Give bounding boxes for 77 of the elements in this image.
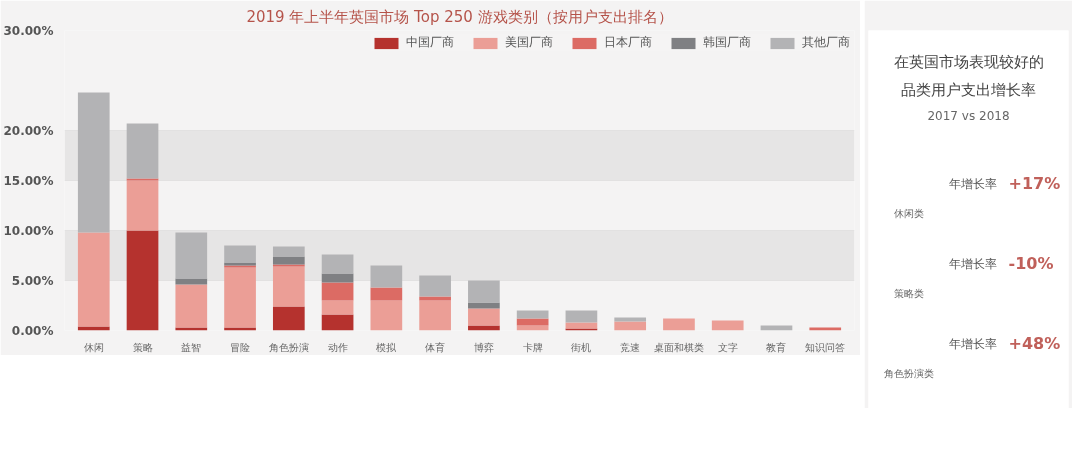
bar: [614, 321, 647, 331]
bar: [272, 264, 305, 267]
text: +17%: [1008, 173, 1061, 193]
bar: [77, 92, 110, 233]
bar: [321, 254, 354, 274]
bar: [516, 310, 549, 319]
bar: [419, 275, 451, 297]
bar: [468, 308, 500, 326]
text: 年增长率: [948, 336, 997, 351]
bar: [175, 284, 208, 328]
x-tick-label: 角色扮演: [268, 341, 309, 353]
bar: [224, 267, 256, 328]
text: 年增长率: [948, 176, 997, 191]
x-tick-label: 益智: [181, 341, 202, 353]
bar: [272, 256, 305, 265]
text: 角色扮演类: [883, 367, 934, 379]
chart-title: 2019 年上半年英国市场 Top 250 游戏类别（按用户支出排名）: [246, 7, 673, 26]
x-tick-label: 模拟: [376, 341, 398, 353]
legend-label: 日本厂商: [604, 34, 652, 51]
bar: [614, 317, 647, 322]
bar: [419, 296, 451, 301]
bar: [272, 246, 305, 257]
legend-label: 中国厂商: [406, 34, 454, 51]
bar: [565, 310, 598, 323]
text: 休闲类: [893, 207, 924, 219]
bar: [321, 282, 354, 301]
bar: [126, 180, 159, 231]
bar: [126, 230, 159, 331]
bar: [175, 278, 208, 285]
x-tick-label: 休闲: [83, 341, 104, 353]
x-tick-label: 竞速: [620, 341, 641, 353]
legend-label: 韩国厂商: [703, 34, 751, 51]
bar: [272, 306, 305, 331]
text: 年增长率: [948, 256, 997, 271]
x-tick-label: 教育: [766, 341, 787, 353]
bar: [419, 300, 451, 331]
x-tick-label: 冒险: [230, 341, 251, 353]
y-tick-label: 20.00%: [3, 123, 54, 138]
text: -10%: [1008, 253, 1054, 273]
bar: [516, 318, 549, 326]
x-tick-label: 动作: [327, 341, 348, 353]
y-tick-label: 5.00%: [11, 273, 54, 288]
bar: [321, 300, 354, 315]
y-tick-label: 15.00%: [3, 173, 54, 188]
x-tick-label: 文字: [717, 341, 738, 353]
bar: [126, 123, 159, 179]
bar: [468, 302, 500, 309]
bar: [126, 178, 159, 181]
y-tick-label: 30.00%: [3, 23, 54, 38]
bar: [321, 314, 354, 331]
x-tick-label: 街机: [571, 341, 592, 353]
bar: [175, 232, 208, 279]
bar: [370, 300, 403, 331]
bar: [272, 266, 305, 307]
text: 策略类: [893, 287, 924, 299]
bar: [711, 320, 744, 331]
bar: [663, 318, 695, 331]
legend-label: 其他厂商: [802, 34, 850, 51]
bar: [321, 273, 354, 283]
text: +48%: [1008, 333, 1061, 353]
bar: [370, 265, 403, 288]
text: 2017 vs 2018: [927, 108, 1010, 123]
x-tick-label: 桌面和棋类: [653, 341, 704, 353]
bar: [370, 287, 403, 301]
x-tick-label: 知识问答: [805, 341, 846, 353]
bar: [77, 232, 110, 327]
text: 在英国市场表现较好的品类用户支出增长率: [893, 52, 1044, 99]
x-tick-label: 策略: [132, 341, 153, 353]
x-tick-label: 卡牌: [522, 341, 543, 353]
y-tick-label: 0.00%: [11, 323, 54, 338]
bar: [468, 280, 500, 303]
x-tick-label: 体育: [425, 341, 446, 353]
legend-label: 美国厂商: [505, 34, 553, 51]
bar: [224, 245, 256, 263]
y-tick-label: 10.00%: [3, 223, 54, 238]
x-tick-label: 博弈: [473, 341, 494, 353]
bar: [565, 322, 598, 329]
